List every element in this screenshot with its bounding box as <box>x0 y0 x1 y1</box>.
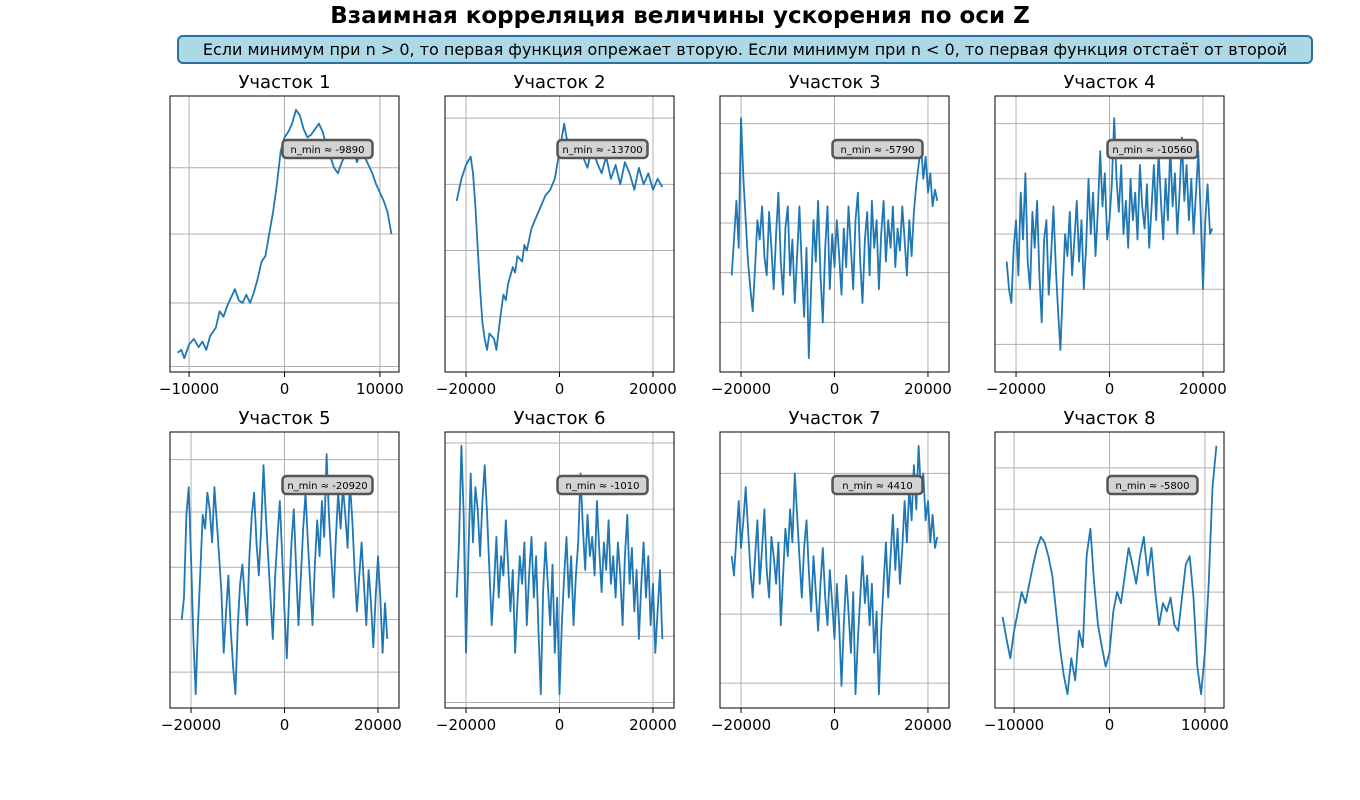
x-tick-label: 20000 <box>629 716 677 734</box>
correlation-line <box>177 108 393 360</box>
x-tick-label: −20000 <box>986 380 1046 398</box>
x-tick-label: 10000 <box>356 380 404 398</box>
nmin-badge <box>1106 474 1199 496</box>
nmin-label: n_min ≈ -13700 <box>562 145 642 156</box>
subplot-title: Участок 8 <box>1063 408 1155 429</box>
info-note: Если минимум при n > 0, то первая функци… <box>177 35 1313 64</box>
correlation-line <box>455 122 664 351</box>
x-tick-label: 20000 <box>354 716 402 734</box>
x-tick-label: 20000 <box>629 380 677 398</box>
x-tick-label: 20000 <box>904 716 952 734</box>
x-tick-label: 0 <box>1105 380 1115 398</box>
subplot-title: Участок 3 <box>788 72 880 93</box>
x-tick-label: −20000 <box>436 716 496 734</box>
subplot-8: Участок 8 −10000 0 10000 n_min ≈ -5800 <box>984 408 1229 734</box>
nmin-label: n_min ≈ -10560 <box>1112 145 1192 156</box>
subplot-title: Участок 5 <box>238 408 330 429</box>
subplot-title: Участок 4 <box>1063 72 1155 93</box>
subplot-5: Участок 5 −20000 0 20000 n_min ≈ -20920 <box>161 408 402 734</box>
nmin-label: n_min ≈ -5800 <box>1116 481 1190 492</box>
x-tick-label: −10000 <box>984 716 1044 734</box>
x-tick-label: 10000 <box>1181 716 1229 734</box>
nmin-label: n_min ≈ -9890 <box>291 145 365 156</box>
nmin-label: n_min ≈ -5790 <box>841 145 915 156</box>
correlation-line <box>1001 445 1218 696</box>
subplot-7: Участок 7 −20000 0 20000 n_min ≈ 4410 <box>711 408 952 734</box>
x-tick-label: 0 <box>555 716 565 734</box>
correlation-line <box>455 444 664 696</box>
x-tick-label: 0 <box>555 380 565 398</box>
x-tick-label: 0 <box>830 716 840 734</box>
correlation-line <box>730 117 939 360</box>
subplot-6: Участок 6 −20000 0 20000 n_min ≈ -1010 <box>436 408 677 734</box>
subplot-3: Участок 3 −20000 0 20000 n_min ≈ -5790 <box>711 72 952 398</box>
subplot-title: Участок 6 <box>513 408 605 429</box>
figure-title: Взаимная корреляция величины ускорения п… <box>330 3 1030 29</box>
subplot-title: Участок 7 <box>788 408 880 429</box>
nmin-label: n_min ≈ -20920 <box>287 481 367 492</box>
subplot-1: Участок 1 −10000 0 10000 n_min ≈ -9890 <box>159 72 404 398</box>
nmin-label: n_min ≈ -1010 <box>566 481 640 492</box>
x-tick-label: −10000 <box>159 380 219 398</box>
x-tick-label: −20000 <box>436 380 496 398</box>
subplot-title: Участок 1 <box>238 72 330 93</box>
nmin-badge <box>281 138 374 160</box>
x-tick-label: 20000 <box>1179 380 1227 398</box>
x-tick-label: 0 <box>1105 716 1115 734</box>
correlation-line <box>1005 117 1214 351</box>
nmin-label: n_min ≈ 4410 <box>842 481 912 492</box>
x-tick-label: −20000 <box>161 716 221 734</box>
nmin-badge <box>831 138 924 160</box>
subplot-2: Участок 2 −20000 0 20000 n_min ≈ -13700 <box>436 72 677 398</box>
nmin-badge <box>281 474 374 496</box>
x-tick-label: 0 <box>830 380 840 398</box>
nmin-badge <box>831 474 924 496</box>
correlation-line <box>730 444 939 696</box>
x-tick-label: 20000 <box>904 380 952 398</box>
nmin-badge <box>556 138 649 160</box>
x-tick-label: −20000 <box>711 716 771 734</box>
x-tick-label: 0 <box>280 380 290 398</box>
nmin-badge <box>1106 138 1199 160</box>
subplot-title: Участок 2 <box>513 72 605 93</box>
subplot-4: Участок 4 −20000 0 20000 n_min ≈ -10560 <box>986 72 1227 398</box>
x-tick-label: −20000 <box>711 380 771 398</box>
x-tick-label: 0 <box>280 716 290 734</box>
nmin-badge <box>556 474 649 496</box>
correlation-line <box>180 453 389 696</box>
